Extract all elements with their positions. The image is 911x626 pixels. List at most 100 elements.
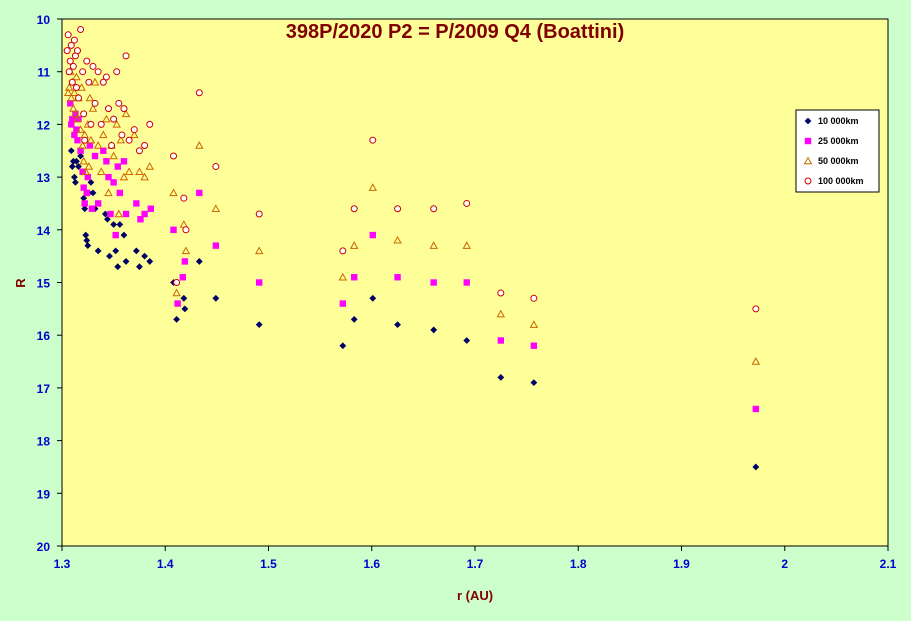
y-tick-label: 16 [37,329,51,343]
data-point [65,68,73,76]
data-point [132,247,140,255]
data-point [339,342,347,350]
data-point [79,168,86,176]
data-point [430,326,438,334]
data-point [69,104,78,112]
data-point [75,163,82,170]
data-point [147,205,154,212]
data-point [135,167,144,176]
data-point [106,252,113,260]
data-point [530,379,538,387]
data-point [67,93,76,102]
data-point [430,205,438,213]
data-point [125,136,133,144]
data-point [89,62,97,70]
data-point [88,104,98,112]
data-point [70,88,79,96]
y-tick-label: 20 [37,540,51,554]
data-point [110,115,118,123]
data-point [89,189,97,197]
data-point [83,189,90,197]
data-point [116,189,124,197]
data-point [497,337,505,344]
data-point [530,294,538,302]
legend-marker-diamond-icon [804,117,812,125]
data-point [752,305,760,313]
data-point [430,279,437,286]
data-point [169,188,178,197]
data-point [68,163,76,170]
data-point [85,78,93,86]
data-point [86,135,96,144]
data-point [463,279,470,286]
data-point [182,226,190,234]
legend-item: 50 000km [803,156,859,166]
data-point [77,26,85,34]
data-point [120,105,128,113]
data-point [496,309,506,318]
data-point [369,231,376,239]
y-tick-label: 18 [37,435,51,449]
data-point [256,279,263,286]
data-point [212,294,220,302]
data-point [64,31,72,39]
data-point [67,147,75,155]
data-point [135,147,143,155]
y-tick-label: 10 [37,13,51,27]
data-point [71,131,78,139]
data-point [75,94,83,102]
data-point [79,156,88,165]
data-point [73,47,81,55]
data-point [84,242,92,250]
series-square [67,100,760,413]
data-point [91,99,99,107]
data-point [339,300,347,307]
x-axis-title: r (AU) [457,588,493,603]
data-point [130,130,139,139]
legend-marker-shape [804,177,812,185]
data-point [112,231,119,239]
legend-marker-shape [804,117,812,125]
data-point [124,167,134,176]
data-point [368,183,378,191]
data-point [141,252,148,260]
data-point [174,300,181,307]
data-point [64,83,74,91]
data-point [85,93,95,102]
data-point [122,210,130,218]
data-point [394,274,401,281]
data-point [79,68,87,76]
y-tick-label: 19 [37,487,51,501]
data-point [122,258,130,265]
data-point [112,119,121,128]
data-point [91,152,99,160]
data-point [255,210,263,218]
data-point [170,152,178,160]
data-point [255,321,263,329]
data-point [77,147,84,154]
x-tick-label: 1.7 [467,557,484,571]
x-tick-label: 1.6 [363,557,380,571]
x-tick-label: 1.5 [260,557,277,571]
data-point [108,141,116,149]
data-point [109,151,118,160]
data-point [63,88,73,96]
data-point [339,247,347,255]
data-point [96,167,106,176]
y-axis: 10 11 12 13 14 15 16 17 18 19 20 [37,13,62,554]
x-tick-label: 1.4 [157,557,174,571]
legend-item: 10 000km [804,116,859,126]
data-point [88,205,96,212]
data-point [212,163,220,171]
data-point [115,99,123,107]
y-tick-label: 15 [37,277,51,291]
data-point [68,78,76,86]
data-point [110,221,118,228]
data-point [121,109,131,118]
data-point [140,172,149,181]
data-point [81,136,89,144]
series-diamond [67,147,760,471]
y-tick-label: 17 [37,382,51,396]
legend-item: 100 000km [804,176,864,186]
